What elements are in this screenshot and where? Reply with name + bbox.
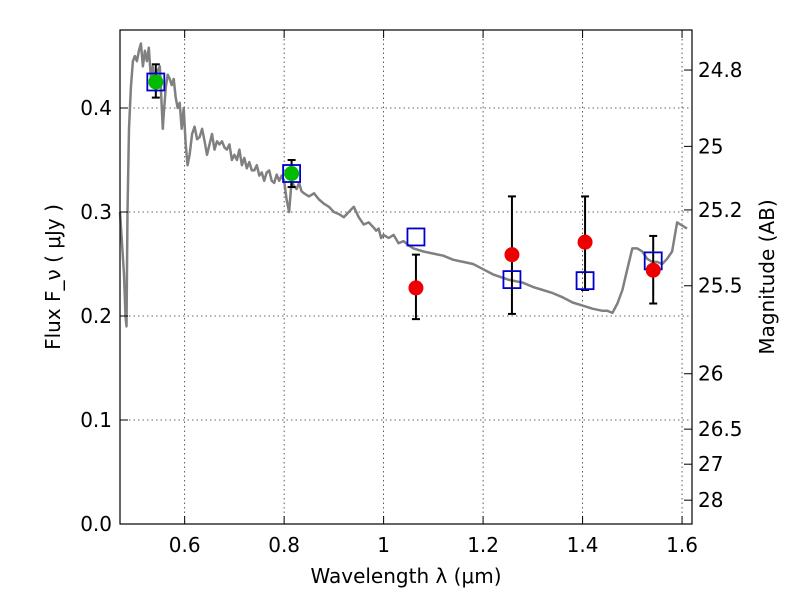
y-axis-label-right: Magnitude (AB)	[755, 199, 779, 354]
right-tick-label: 26.5	[698, 417, 743, 441]
y-tick-label: 0.1	[80, 408, 112, 432]
right-tick-label: 25	[698, 134, 723, 158]
model-photometry-square	[575, 271, 595, 291]
grid	[120, 30, 692, 525]
right-tick-label: 25.2	[698, 198, 743, 222]
y-tick-label: 0.2	[80, 304, 112, 328]
observed-point	[148, 74, 164, 90]
model-photometry-square	[406, 227, 426, 247]
observed-point	[577, 234, 593, 250]
right-tick-label: 24.8	[698, 58, 743, 82]
right-tick-label: 28	[698, 488, 723, 512]
observed-points-layer	[148, 74, 661, 296]
model-photometry-square	[502, 270, 522, 290]
right-tick-label: 25.5	[698, 274, 743, 298]
y-tick-label: 0.3	[80, 200, 112, 224]
observed-point	[504, 247, 520, 263]
spectrum-layer	[118, 42, 688, 328]
observed-point	[408, 280, 424, 296]
y-axis-label: Flux F_ν ( μJy )	[41, 204, 65, 350]
x-tick-label: 1.2	[467, 533, 499, 557]
observed-point	[284, 166, 300, 182]
y-ticks-left: 0.0 0.1 0.2 0.3 0.4	[80, 96, 128, 536]
x-tick-label: 1.4	[567, 533, 599, 557]
y-tick-label: 0.0	[80, 512, 112, 536]
spectrum-line	[118, 42, 688, 328]
model-photometry-square	[146, 72, 166, 92]
x-axis-label: Wavelength λ (μm)	[310, 564, 501, 588]
x-ticks: 0.6 0.8 1 1.2 1.4 1.6	[169, 30, 698, 557]
y-ticks-right: 24.8 25 25.2 25.5 26 26.5 27 28	[684, 58, 743, 512]
x-tick-label: 1.6	[666, 533, 698, 557]
plot-frame	[119, 29, 693, 525]
right-tick-label: 26	[698, 362, 723, 386]
x-tick-label: 0.8	[268, 533, 300, 557]
x-tick-label: 1	[377, 533, 390, 557]
y-tick-label: 0.4	[80, 96, 112, 120]
observed-point	[645, 262, 661, 278]
right-tick-label: 27	[698, 452, 723, 476]
errorbar-layer	[151, 63, 658, 321]
x-tick-label: 0.6	[169, 533, 201, 557]
model-photometry-square	[282, 164, 302, 183]
